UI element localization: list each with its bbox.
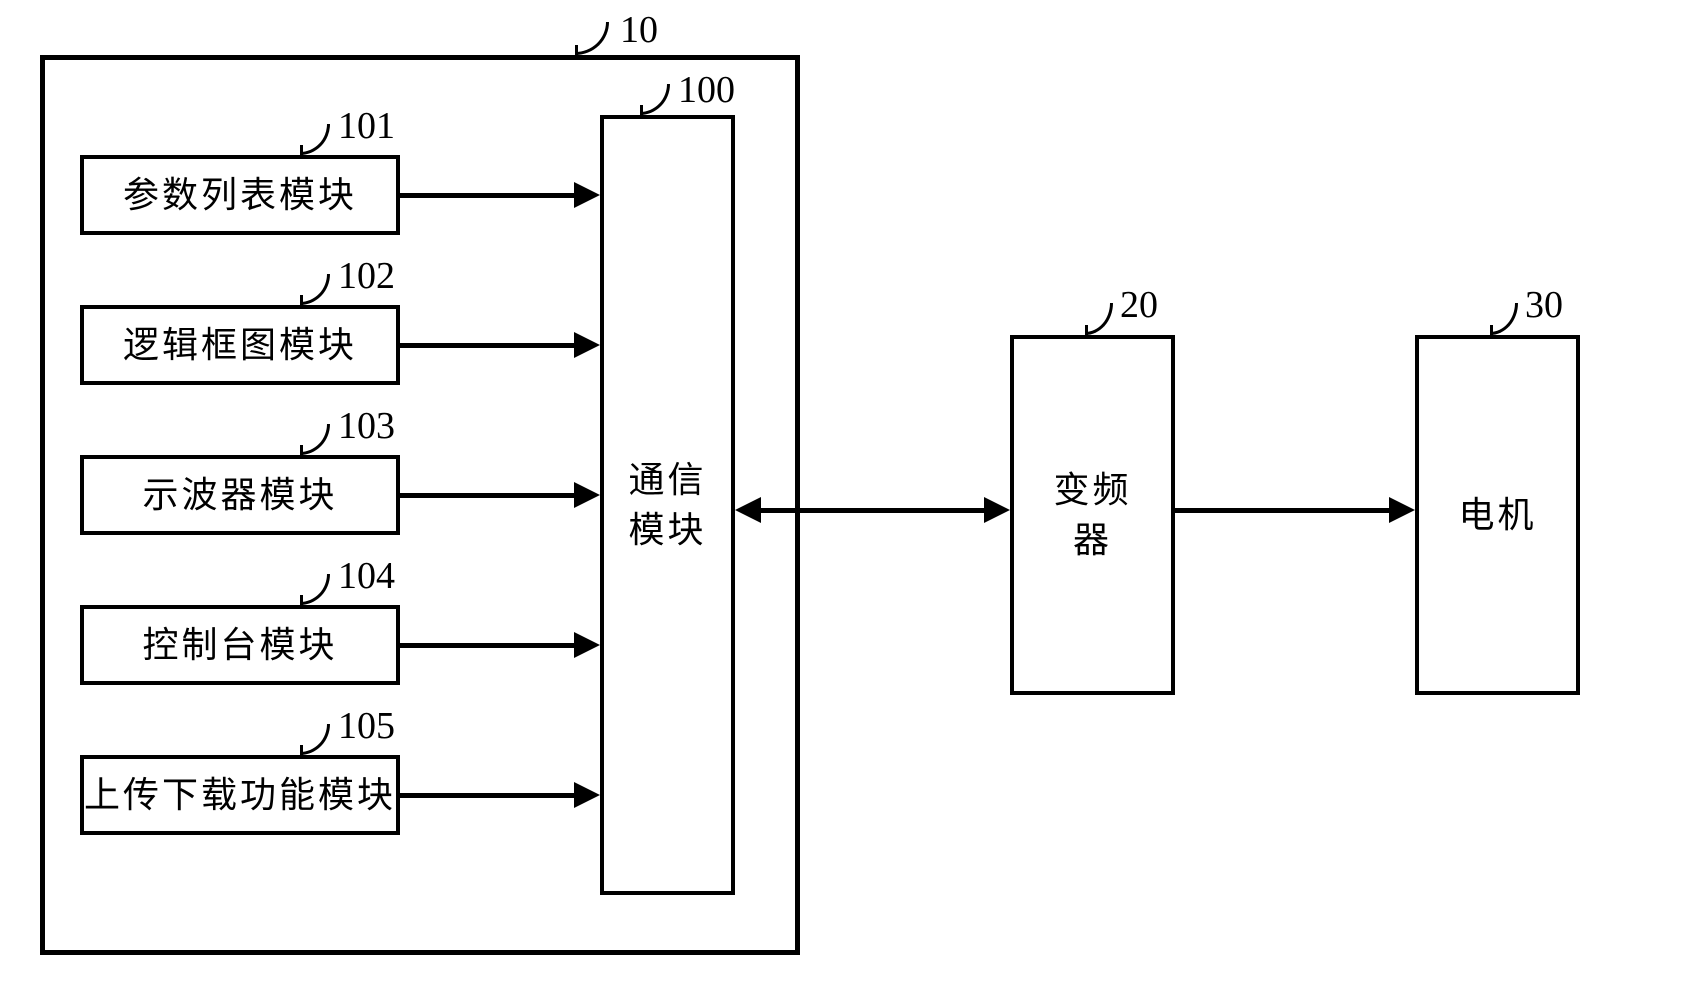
diagram-canvas: 10 参数列表模块 101 逻辑框图模块 102 示波器模块 103 控制台模块… [0,0,1688,1000]
module-103-label: 示波器模块 [142,470,337,520]
module-102: 逻辑框图模块 [80,305,400,385]
callout-curve-30 [1490,303,1518,335]
callout-label-105: 105 [338,704,395,748]
module-104: 控制台模块 [80,605,400,685]
arrow-head-101 [574,182,600,208]
module-101: 参数列表模块 [80,155,400,235]
arrow-head-left-ci [735,497,761,523]
motor-30: 电机 [1415,335,1580,695]
arrow-head-im [1389,497,1415,523]
arrow-comm-inverter [761,508,984,513]
module-103: 示波器模块 [80,455,400,535]
arrow-inverter-motor [1175,508,1389,513]
callout-label-20: 20 [1120,283,1158,327]
callout-label-101: 101 [338,104,395,148]
module-104-label: 控制台模块 [142,620,337,670]
arrow-head-right-ci [984,497,1010,523]
comm-module-label: 通信 模块 [628,455,706,556]
callout-label-30: 30 [1525,283,1563,327]
callout-label-104: 104 [338,554,395,598]
callout-label-103: 103 [338,404,395,448]
arrow-102-to-100 [400,343,578,348]
arrow-head-102 [574,332,600,358]
arrow-head-105 [574,782,600,808]
arrow-head-104 [574,632,600,658]
arrow-101-to-100 [400,193,578,198]
callout-curve-20 [1085,303,1113,335]
arrow-105-to-100 [400,793,578,798]
arrow-head-103 [574,482,600,508]
callout-label-10: 10 [620,8,658,52]
arrow-103-to-100 [400,493,578,498]
module-101-label: 参数列表模块 [123,170,357,220]
module-105-label: 上传下载功能模块 [84,770,396,820]
inverter-20: 变频 器 [1010,335,1175,695]
callout-label-102: 102 [338,254,395,298]
comm-module-100: 通信 模块 [600,115,735,895]
inverter-label: 变频 器 [1053,465,1131,566]
motor-label: 电机 [1458,490,1536,540]
module-102-label: 逻辑框图模块 [123,320,357,370]
arrow-104-to-100 [400,643,578,648]
module-105: 上传下载功能模块 [80,755,400,835]
callout-curve-10 [575,22,609,55]
callout-label-100: 100 [678,68,735,112]
